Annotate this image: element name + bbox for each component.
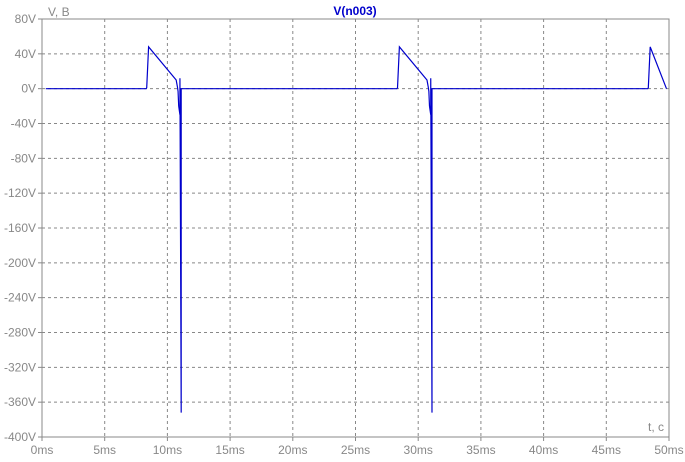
x-tick-label: 10ms xyxy=(153,443,182,457)
x-axis-label: t, c xyxy=(648,420,664,434)
y-tick-label: -360V xyxy=(4,395,36,409)
x-tick-label: 0ms xyxy=(31,443,54,457)
grid xyxy=(42,19,669,437)
x-tick-label: 5ms xyxy=(93,443,116,457)
y-tick-label: -80V xyxy=(11,151,36,165)
x-tick-label: 30ms xyxy=(404,443,433,457)
trace-title: V(n003) xyxy=(333,4,376,18)
x-tick-label: 50ms xyxy=(654,443,683,457)
traces xyxy=(45,45,668,413)
y-axis-label: V, B xyxy=(48,5,70,19)
x-tick-label: 25ms xyxy=(341,443,370,457)
series-line-v-n003 xyxy=(45,45,668,413)
y-tick-label: 40V xyxy=(15,47,36,61)
y-tick-label: 0V xyxy=(21,82,36,96)
x-tick-label: 40ms xyxy=(529,443,558,457)
y-tick-label: -240V xyxy=(4,291,36,305)
y-axis: 80V 40V 0V -40V -80V -120V -160V -200V -240V -280… xyxy=(4,12,42,444)
x-tick-label: 20ms xyxy=(278,443,307,457)
y-tick-label: -160V xyxy=(4,221,36,235)
y-tick-label: -280V xyxy=(4,326,36,340)
x-tick-label: 35ms xyxy=(466,443,495,457)
x-tick-label: 15ms xyxy=(215,443,244,457)
y-tick-label: -120V xyxy=(4,186,36,200)
y-tick-label: -320V xyxy=(4,360,36,374)
y-tick-label: -200V xyxy=(4,256,36,270)
x-tick-label: 45ms xyxy=(592,443,621,457)
y-tick-label: -400V xyxy=(4,430,36,444)
y-tick-label: -40V xyxy=(11,117,36,131)
y-tick-label: 80V xyxy=(15,12,36,26)
x-axis: 0ms 5ms 10ms 15ms 20ms 25ms 30ms 35ms 40ms 45ms 50… xyxy=(31,437,684,457)
